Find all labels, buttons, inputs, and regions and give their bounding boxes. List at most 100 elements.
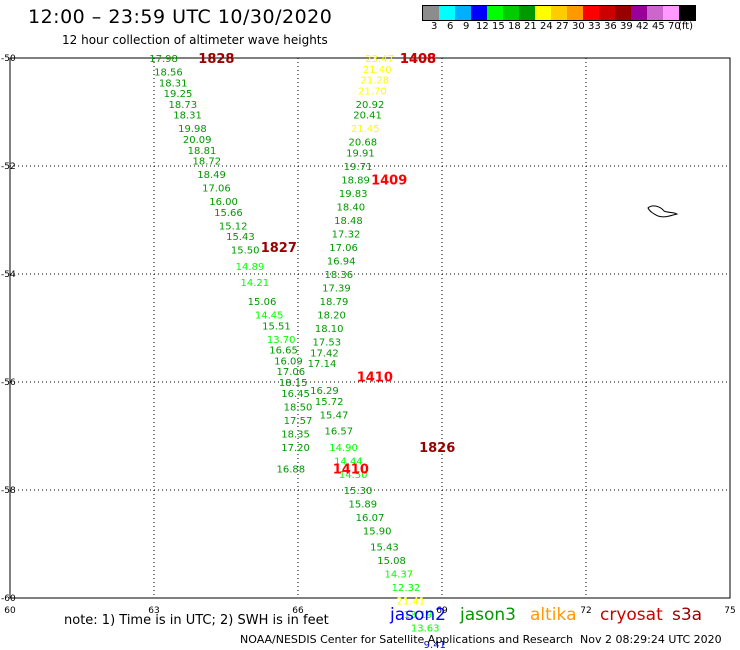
wave-height-value: 15.51 xyxy=(262,321,291,332)
wave-height-value: 15.43 xyxy=(226,232,255,243)
color-swatch xyxy=(679,6,695,20)
wave-height-value: 13.63 xyxy=(411,624,440,635)
color-swatch xyxy=(615,6,631,20)
wave-height-value: 15.08 xyxy=(377,556,406,567)
wave-height-value: 18.48 xyxy=(334,216,363,227)
color-scale-label: 27 xyxy=(556,21,569,32)
color-swatch xyxy=(583,6,599,20)
island-outline xyxy=(647,205,679,218)
wave-height-value: 14.37 xyxy=(384,570,413,581)
wave-height-value: 18.73 xyxy=(168,100,197,111)
y-tick-label: -52 xyxy=(1,162,16,172)
color-scale-label: 42 xyxy=(636,21,649,32)
pass-time-label: 1827 xyxy=(261,241,297,256)
color-swatch xyxy=(423,6,439,20)
wave-height-value: 16.07 xyxy=(356,513,385,524)
satellite-s3a: s3a xyxy=(672,605,703,625)
wave-height-value: 15.06 xyxy=(248,297,277,308)
wave-height-value: 21.70 xyxy=(358,86,387,97)
wave-height-value: 17.32 xyxy=(332,230,361,241)
credit-text: NOAA/NESDIS Center for Satellite Applica… xyxy=(240,633,574,646)
color-scale-label: 9 xyxy=(463,21,470,32)
wave-height-value: 19.83 xyxy=(339,189,368,200)
color-scale-label: 36 xyxy=(604,21,617,32)
satellite-jason3: jason3 xyxy=(460,605,516,625)
x-tick-label: 69 xyxy=(436,606,448,616)
wave-height-value: 16.88 xyxy=(276,464,305,475)
color-scale-label: 3 xyxy=(431,21,438,32)
color-scale-label: 21 xyxy=(524,21,537,32)
color-scale-label: 12 xyxy=(476,21,489,32)
wave-height-value: 9.41 xyxy=(424,640,446,650)
wave-height-value: 14.21 xyxy=(240,278,269,289)
wave-height-value: 18.15 xyxy=(279,378,308,389)
wave-height-value: 17.14 xyxy=(308,359,337,370)
wave-height-value: 15.50 xyxy=(231,246,260,257)
color-scale-label: 45 xyxy=(652,21,665,32)
wave-height-value: 14.44 xyxy=(334,456,363,467)
satellite-altika: altika xyxy=(530,605,577,625)
wave-height-value: 18.79 xyxy=(320,297,349,308)
wave-height-value: 16.94 xyxy=(327,257,356,268)
y-tick-label: -58 xyxy=(1,486,16,496)
wave-height-value: 18.81 xyxy=(188,146,217,157)
wave-height-value: 19.25 xyxy=(164,89,193,100)
color-swatch xyxy=(535,6,551,20)
wave-height-value: 13.19 xyxy=(404,610,433,621)
wave-height-value: 16.57 xyxy=(324,427,353,438)
wave-height-value: 12.32 xyxy=(392,583,421,594)
color-swatch xyxy=(439,6,455,20)
wave-height-value: 16.65 xyxy=(269,346,298,357)
pass-time-label: 1828 xyxy=(198,52,234,67)
satellite-cryosat: cryosat xyxy=(600,605,663,625)
wave-height-value: 15.47 xyxy=(320,410,349,421)
pass-time-label: 1410 xyxy=(333,462,369,477)
wave-height-value: 21.40 xyxy=(363,65,392,76)
pass-time-label: 1408 xyxy=(400,52,436,67)
wave-height-value: 18.56 xyxy=(154,68,183,79)
x-tick-label: 66 xyxy=(292,606,304,616)
color-swatch xyxy=(663,6,679,20)
wave-height-value: 18.40 xyxy=(336,203,365,214)
wave-height-value: 19.91 xyxy=(346,149,375,160)
color-swatch xyxy=(551,6,567,20)
wave-height-value: 18.36 xyxy=(324,270,353,281)
color-scale-label: 39 xyxy=(620,21,633,32)
satellite-jason2: jason2 xyxy=(390,605,446,625)
wave-height-value: 23.47 xyxy=(365,54,394,65)
wave-height-value: 15.12 xyxy=(219,221,248,232)
wave-height-value: 17.06 xyxy=(202,184,231,195)
wave-height-value: 21.41 xyxy=(396,597,425,608)
y-tick-label: -54 xyxy=(1,270,16,280)
generated-timestamp: Nov 2 08:29:24 UTC 2020 xyxy=(580,633,722,646)
x-tick-label: 75 xyxy=(724,606,735,616)
wave-height-value: 17.98 xyxy=(149,54,178,65)
wave-height-value: 15.66 xyxy=(214,208,243,219)
wave-height-value: 18.49 xyxy=(197,170,226,181)
color-swatch xyxy=(487,6,503,20)
wave-height-value: 17.39 xyxy=(322,284,351,295)
wave-height-value: 14.89 xyxy=(236,262,265,273)
color-scale-label: 33 xyxy=(588,21,601,32)
wave-height-value: 16.45 xyxy=(281,389,310,400)
chart-subtitle: 12 hour collection of altimeter wave hei… xyxy=(62,33,328,47)
wave-height-value: 20.41 xyxy=(353,111,382,122)
color-swatch xyxy=(567,6,583,20)
wave-height-value: 17.53 xyxy=(312,338,341,349)
color-swatch xyxy=(647,6,663,20)
wave-height-value: 20.09 xyxy=(183,135,212,146)
wave-height-value: 14.50 xyxy=(339,470,368,481)
color-scale-label: 24 xyxy=(540,21,553,32)
wave-height-value: 18.31 xyxy=(173,111,202,122)
color-swatch xyxy=(519,6,535,20)
pass-time-label: 1409 xyxy=(371,174,407,189)
wave-height-value: 17.57 xyxy=(284,416,313,427)
x-tick-label: 72 xyxy=(580,606,591,616)
wave-height-value: 16.09 xyxy=(274,356,303,367)
wave-height-value: 15.72 xyxy=(315,397,344,408)
wave-height-value: 18.72 xyxy=(192,157,221,168)
wave-height-value: 17.20 xyxy=(281,443,310,454)
wave-height-value: 15.30 xyxy=(344,486,373,497)
